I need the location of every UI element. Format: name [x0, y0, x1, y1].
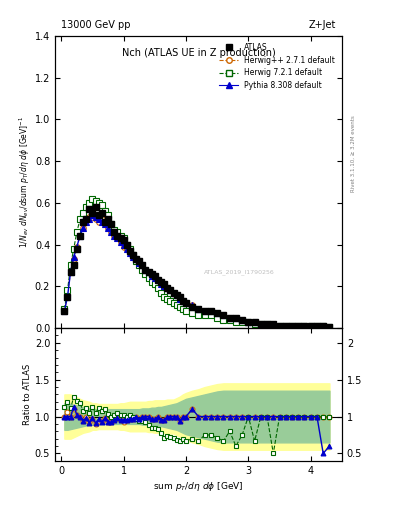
Y-axis label: Ratio to ATLAS: Ratio to ATLAS: [23, 364, 32, 425]
Text: ATLAS_2019_I1790256: ATLAS_2019_I1790256: [204, 270, 275, 275]
Text: 13000 GeV pp: 13000 GeV pp: [61, 20, 130, 30]
Legend: ATLAS, Herwig++ 2.7.1 default, Herwig 7.2.1 default, Pythia 8.308 default: ATLAS, Herwig++ 2.7.1 default, Herwig 7.…: [216, 39, 338, 93]
Y-axis label: $1/N_{ev}\ dN_{ev}/d\mathrm{sum}\ p_T/d\eta\ d\phi\ [\mathrm{GeV}]^{-1}$: $1/N_{ev}\ dN_{ev}/d\mathrm{sum}\ p_T/d\…: [18, 116, 32, 248]
Text: Z+Jet: Z+Jet: [309, 20, 336, 30]
Text: Rivet 3.1.10, ≥ 3.2M events: Rivet 3.1.10, ≥ 3.2M events: [351, 115, 356, 192]
Text: Nch (ATLAS UE in Z production): Nch (ATLAS UE in Z production): [121, 48, 275, 57]
X-axis label: sum $p_T/d\eta\ d\phi$ [GeV]: sum $p_T/d\eta\ d\phi$ [GeV]: [153, 480, 244, 493]
